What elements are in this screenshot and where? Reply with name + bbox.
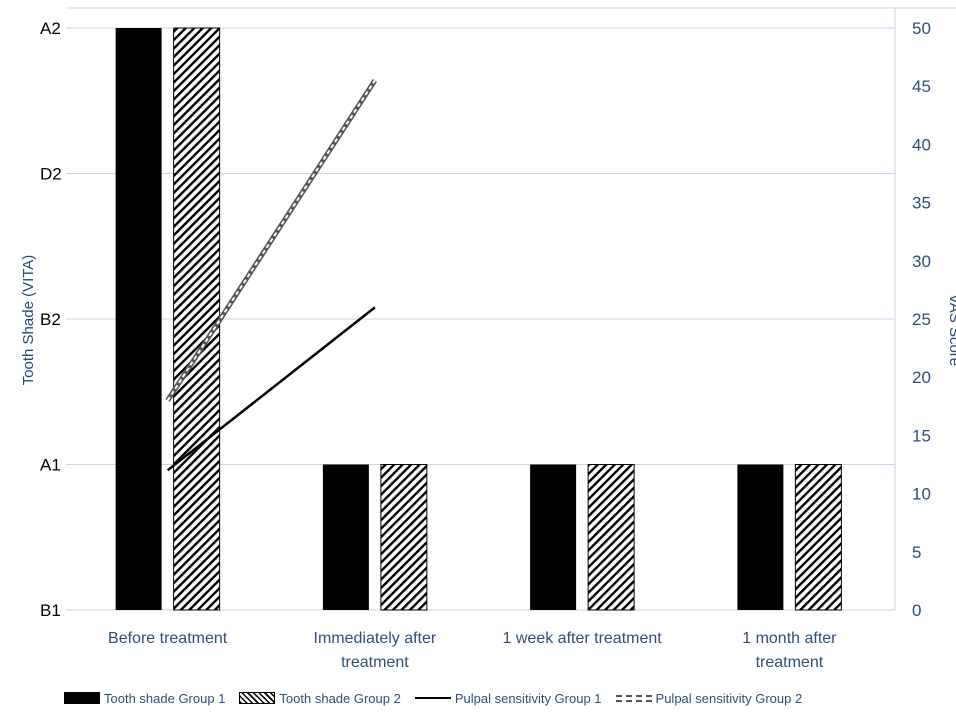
right-tick-label: 45	[912, 77, 931, 96]
left-tick-label: B1	[40, 601, 61, 620]
right-tick-label: 50	[912, 19, 931, 38]
legend-label: Tooth shade Group 2	[279, 690, 401, 706]
right-axis-title: VAS Score	[946, 294, 956, 366]
category-label: 1 week after treatment	[503, 630, 663, 647]
legend-swatch	[615, 694, 652, 702]
category-label: treatment	[756, 654, 824, 671]
legend-item: Tooth shade Group 1	[64, 691, 225, 706]
bar-group1	[530, 464, 577, 610]
category-label: treatment	[341, 654, 409, 671]
right-tick-label: 15	[912, 426, 931, 445]
chart: B1 A1 B2 D2 A2 0 5 10 15 20 25 30 35 40 45 50 Before t…	[20, 7, 956, 671]
bar-group1	[115, 28, 162, 610]
right-tick-label: 40	[912, 135, 931, 154]
left-tick-label: A2	[40, 19, 61, 38]
category-label: 1 month after	[742, 630, 837, 647]
legend-label: Tooth shade Group 1	[104, 690, 226, 706]
legend-label: Pulpal sensitivity Group 1	[454, 690, 602, 706]
legend-item: Tooth shade Group 2	[239, 690, 401, 706]
right-tick-label: 35	[912, 194, 931, 213]
left-tick-label: D2	[40, 165, 62, 184]
legend-item: Pulpal sensitivity Group 1	[414, 690, 602, 706]
bar-group2	[587, 464, 635, 611]
legend-swatch	[64, 692, 100, 704]
category-label: Immediately after	[314, 630, 437, 647]
sensitivity-lines	[165, 79, 377, 472]
category-labels: Before treatment Immediately after treatme…	[108, 630, 837, 671]
bars	[115, 27, 842, 611]
legend-label: Pulpal sensitivity Group 2	[655, 690, 803, 706]
right-tick-label: 30	[912, 252, 931, 271]
bar-group2	[794, 464, 842, 611]
left-axis-ticks: B1 A1 B2 D2 A2	[40, 19, 62, 620]
right-tick-label: 25	[912, 310, 931, 329]
legend-swatch	[239, 692, 276, 704]
bar-group1	[322, 464, 369, 610]
legend-swatch	[414, 697, 451, 699]
category-label: Before treatment	[108, 630, 228, 647]
legend-item: Pulpal sensitivity Group 2	[615, 690, 803, 706]
right-tick-label: 10	[912, 485, 931, 504]
bar-group2	[380, 464, 428, 611]
sensitivity-line-group2-dash	[166, 79, 376, 402]
left-axis-title: Tooth Shade (VITA)	[20, 255, 37, 386]
right-axis-ticks: 0 5 10 15 20 25 30 35 40 45 50	[912, 19, 931, 620]
bar-group1	[737, 464, 784, 610]
left-tick-label: A1	[40, 456, 61, 475]
right-tick-label: 5	[912, 543, 921, 562]
right-tick-label: 20	[912, 368, 931, 387]
bar-group2	[173, 27, 221, 611]
legend: Tooth shade Group 1 Tooth shade Group 2 Pu…	[64, 686, 944, 710]
left-tick-label: B2	[40, 310, 61, 329]
right-tick-label: 0	[912, 601, 921, 620]
sensitivity-line-group1	[166, 306, 376, 472]
